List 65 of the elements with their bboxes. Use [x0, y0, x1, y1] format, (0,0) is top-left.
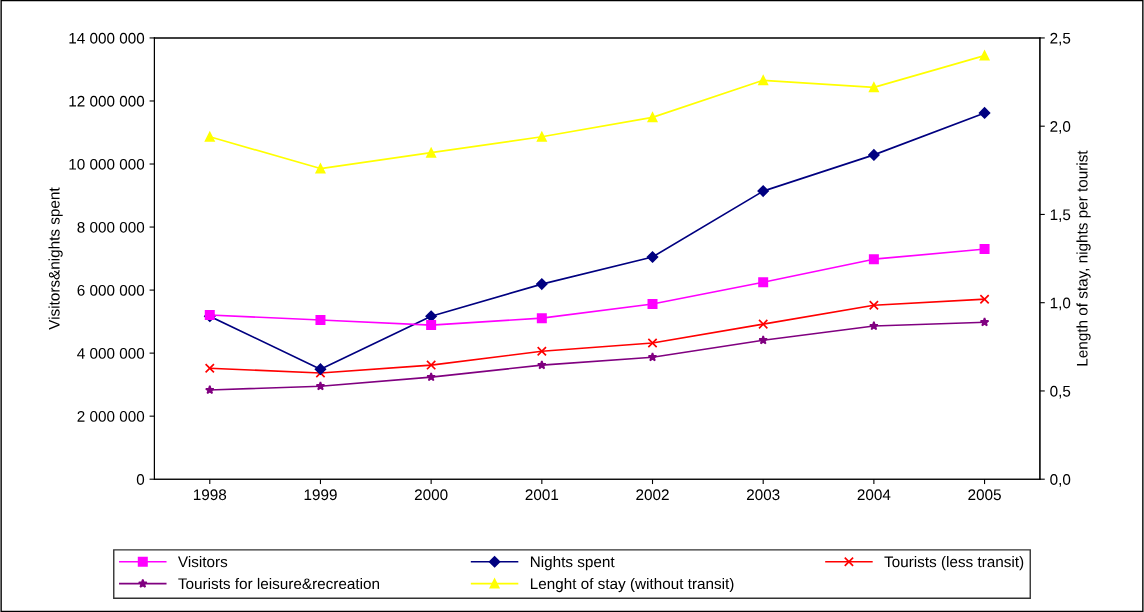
- point: [536, 346, 547, 357]
- point: [869, 321, 879, 331]
- point: [979, 50, 990, 61]
- y2-tick-label: 2,0: [1050, 121, 1071, 134]
- y-axis-title: Visitors&nights spent: [48, 187, 63, 330]
- y2-tick-label: 0,5: [1050, 385, 1071, 399]
- point: [647, 298, 658, 309]
- point: [979, 317, 990, 327]
- y-tick-label: 4 000 000: [77, 347, 145, 359]
- legend-label: Lenght of stay (without transit): [530, 577, 734, 593]
- point: [204, 384, 215, 395]
- point: [536, 131, 547, 142]
- point: [426, 147, 437, 158]
- x-tick-label: 2004: [857, 489, 891, 501]
- x-tick-label: 1999: [304, 489, 337, 501]
- point: [647, 338, 658, 349]
- y2-tick-label: 0,0: [1050, 474, 1071, 487]
- point: [204, 131, 215, 142]
- point: [868, 300, 879, 311]
- point: [537, 360, 547, 370]
- point: [536, 278, 548, 290]
- y-tick-label: 14 000 000: [69, 32, 145, 44]
- point: [758, 277, 769, 288]
- point: [315, 381, 326, 391]
- y-tick-label: 6 000 000: [77, 284, 145, 296]
- point: [647, 352, 658, 362]
- y-tick-label: 10 000 000: [69, 158, 145, 170]
- point: [868, 82, 879, 93]
- legend-label: Visitors: [177, 556, 228, 568]
- x-tick-label: 2002: [636, 489, 669, 501]
- x-tick-label: 2005: [968, 489, 1001, 501]
- point: [426, 320, 437, 331]
- point: [979, 244, 990, 255]
- y2-tick-label: 1,0: [1050, 297, 1071, 311]
- legend-label: Nights spent: [530, 556, 615, 571]
- point: [758, 335, 768, 345]
- point: [979, 294, 990, 305]
- point: [758, 75, 769, 86]
- x-tick-label: 2000: [414, 489, 448, 501]
- y2-tick-label: 1,5: [1050, 209, 1071, 222]
- y-tick-label: 12 000 000: [69, 95, 145, 107]
- point: [315, 163, 326, 174]
- point: [868, 254, 879, 265]
- point: [978, 107, 991, 119]
- y-tick-label: 2 000 000: [77, 411, 145, 422]
- y-tick-label: 8 000 000: [77, 221, 145, 233]
- point: [204, 363, 215, 374]
- point: [426, 360, 437, 371]
- point: [314, 363, 327, 375]
- y-tick-label: 0: [136, 474, 145, 485]
- y2-tick-label: 2,5: [1050, 32, 1071, 46]
- point: [868, 149, 880, 161]
- x-tick-label: 1998: [193, 489, 227, 501]
- point: [647, 112, 658, 123]
- point: [646, 251, 659, 263]
- legend-label: Tourists for leisure&recreation: [178, 577, 380, 590]
- point: [758, 319, 769, 330]
- y2-axis-title: Length of stay, nights per tourist: [1076, 150, 1091, 366]
- legend-label: Tourists (less transit): [884, 556, 1024, 571]
- point: [315, 315, 326, 326]
- point: [757, 185, 769, 197]
- x-tick-label: 2003: [746, 489, 780, 501]
- x-tick-label: 2001: [525, 489, 559, 501]
- point: [426, 372, 436, 382]
- point: [536, 313, 547, 324]
